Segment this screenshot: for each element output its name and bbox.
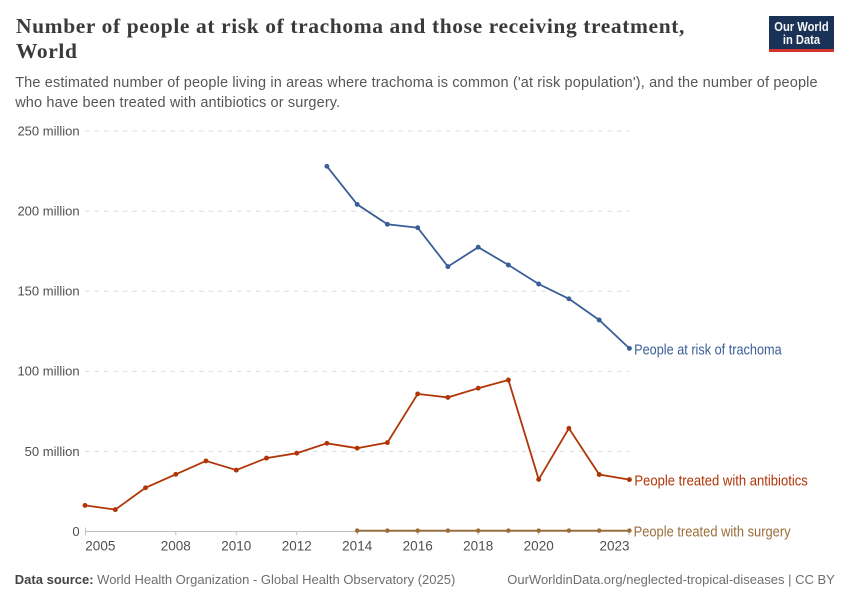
svg-text:2014: 2014 (342, 539, 373, 554)
svg-text:2016: 2016 (403, 539, 433, 554)
svg-text:2008: 2008 (161, 539, 191, 554)
svg-text:2018: 2018 (463, 539, 493, 554)
svg-text:50 million: 50 million (25, 444, 80, 459)
svg-text:2010: 2010 (221, 539, 251, 554)
svg-text:2005: 2005 (85, 539, 115, 554)
svg-text:100 million: 100 million (17, 364, 79, 379)
svg-text:2012: 2012 (282, 539, 312, 554)
svg-text:2020: 2020 (524, 539, 554, 554)
svg-text:People at risk of trachoma: People at risk of trachoma (634, 342, 782, 358)
svg-text:200 million: 200 million (17, 204, 79, 219)
svg-text:People treated with antibiotic: People treated with antibiotics (634, 474, 807, 490)
svg-text:People treated with surgery: People treated with surgery (634, 525, 792, 541)
svg-text:0: 0 (72, 524, 79, 539)
svg-text:2023: 2023 (599, 539, 629, 554)
svg-text:250 million: 250 million (17, 123, 79, 138)
svg-text:150 million: 150 million (17, 284, 79, 299)
